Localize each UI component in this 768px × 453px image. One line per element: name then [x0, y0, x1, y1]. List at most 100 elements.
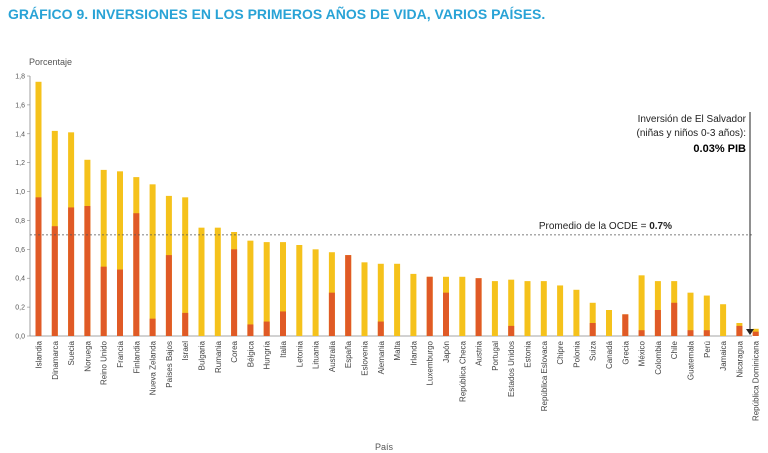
bar-early	[149, 318, 156, 336]
bar-early	[182, 312, 189, 336]
bar-early	[84, 206, 91, 336]
y-tick-label: 0,4	[15, 276, 25, 283]
bar-early	[345, 255, 352, 336]
category-label: Nueva Zelanda	[149, 340, 158, 395]
bar-total	[263, 242, 270, 336]
category-label: Grecia	[621, 340, 630, 364]
category-label: Australia	[328, 340, 337, 372]
bar-total	[100, 169, 107, 336]
annotation-line2: (niñas y niños 0-3 años):	[636, 128, 746, 139]
category-label: República Checa	[458, 340, 467, 401]
category-label: Finlandia	[132, 340, 141, 373]
bar-total	[198, 227, 205, 336]
bar-total	[606, 310, 612, 336]
annotation-value: 0.03% PIB	[693, 143, 746, 155]
y-tick-label: 1,6	[15, 102, 25, 109]
category-label: Reino Unido	[100, 340, 109, 385]
y-tick-label: 0,6	[15, 247, 25, 254]
bar-total	[377, 263, 384, 336]
bar-total	[540, 281, 547, 336]
y-tick-label: 0,2	[15, 305, 25, 312]
bar-early	[589, 323, 596, 336]
category-label: Estonia	[524, 340, 533, 367]
bar-total	[557, 285, 564, 336]
category-label: Chipre	[556, 340, 565, 364]
category-label: República Eslovaca	[540, 340, 549, 411]
bar-total	[280, 242, 286, 336]
category-label: Irlanda	[409, 340, 418, 365]
bar-total	[361, 262, 368, 336]
bar-early	[263, 321, 270, 336]
bar-early	[68, 207, 75, 336]
bar-total	[638, 275, 645, 336]
bar-early	[443, 292, 449, 336]
bars-group	[35, 81, 759, 337]
category-label: Francia	[116, 340, 125, 367]
bar-early	[377, 321, 384, 336]
y-tick-label: 1,8	[15, 74, 25, 81]
bar-early	[51, 226, 58, 336]
y-tick-label: 0,0	[15, 334, 25, 341]
oecd-average-label-text: Promedio de la OCDE =	[539, 221, 649, 232]
y-tick-label: 0,8	[15, 218, 25, 225]
bar-total	[117, 171, 123, 336]
bar-early	[35, 197, 42, 336]
oecd-average-label: Promedio de la OCDE = 0.7%	[539, 221, 672, 232]
category-label: República Dominicana	[752, 340, 761, 421]
category-label: Rumania	[214, 340, 223, 373]
category-label: Bélgica	[246, 340, 255, 367]
category-label: Guatemala	[687, 340, 696, 380]
bar-total	[182, 197, 189, 336]
bar-total	[214, 227, 221, 336]
category-label: Dinamarca	[51, 340, 60, 379]
bar-early	[622, 314, 629, 336]
bar-early	[687, 330, 694, 336]
category-label: Noruega	[83, 340, 92, 371]
bar-total	[149, 184, 156, 336]
category-label: Eslovenia	[361, 340, 370, 375]
y-tick-label: 1,2	[15, 160, 25, 167]
category-label: Italia	[279, 340, 288, 357]
category-label: Perú	[703, 341, 712, 358]
bar-total	[508, 279, 515, 336]
bar-early	[247, 324, 254, 336]
bar-total	[247, 240, 254, 336]
bar-total	[524, 281, 531, 336]
bar-early	[654, 310, 661, 336]
category-label: Israel	[181, 341, 190, 361]
oecd-average-value: 0.7%	[649, 221, 672, 232]
bar-total	[312, 249, 319, 336]
category-label: Jamaica	[719, 340, 728, 370]
category-label: Bulgaria	[198, 340, 207, 370]
y-tick-label: 1,0	[15, 189, 25, 196]
category-label: Polonia	[572, 340, 581, 367]
bar-early	[280, 311, 286, 336]
bar-total	[394, 263, 401, 336]
category-label: Hungría	[263, 340, 272, 369]
category-label: Canadá	[605, 340, 614, 369]
bar-early	[231, 249, 238, 336]
annotation-line1: Inversión de El Salvador	[638, 114, 747, 125]
category-label: México	[638, 340, 647, 366]
category-label: Suecia	[67, 340, 76, 365]
bar-early	[117, 269, 123, 336]
bar-total	[687, 292, 694, 336]
y-axis-label: Porcentaje	[29, 57, 72, 67]
category-label: Estados Unidos	[507, 341, 516, 397]
bar-total	[720, 304, 727, 336]
bar-early	[508, 325, 515, 336]
bar-early	[100, 266, 107, 336]
bar-total	[491, 281, 498, 336]
bar-total	[459, 276, 466, 336]
bar-early	[328, 292, 335, 336]
category-label: Nicaragua	[735, 340, 744, 377]
bar-early	[752, 331, 759, 336]
category-label: Chile	[670, 340, 679, 359]
bar-total	[654, 281, 661, 336]
category-label: Lituania	[312, 340, 321, 369]
bar-total	[573, 289, 580, 336]
category-label: Malta	[393, 340, 402, 360]
y-tick-label: 1,4	[15, 131, 25, 138]
category-label: Austria	[475, 340, 484, 365]
